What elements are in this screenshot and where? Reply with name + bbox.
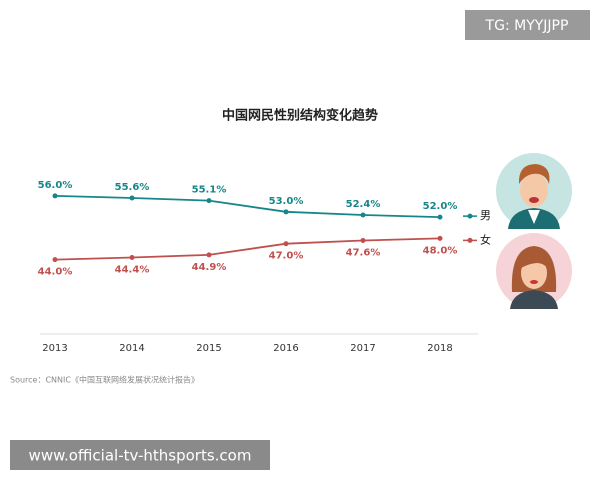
x-tick-label: 2016 bbox=[273, 343, 298, 354]
data-point bbox=[206, 252, 212, 258]
chart-title: 中国网民性别结构变化趋势 bbox=[222, 108, 378, 124]
x-tick-label: 2015 bbox=[196, 343, 221, 354]
data-label: 47.0% bbox=[269, 251, 304, 262]
watermark: TG: MYYJJPP bbox=[485, 18, 569, 34]
data-label: 48.0% bbox=[423, 245, 458, 256]
data-point bbox=[206, 198, 212, 204]
male-avatar bbox=[496, 153, 572, 229]
data-label: 47.6% bbox=[346, 248, 381, 259]
data-point bbox=[360, 212, 366, 218]
data-label: 44.9% bbox=[192, 262, 227, 273]
source: Source：CNNIC《中国互联网络发展状况统计报告》 bbox=[10, 375, 199, 385]
data-point bbox=[52, 257, 58, 263]
data-point bbox=[129, 195, 135, 201]
x-tick-label: 2017 bbox=[350, 343, 375, 354]
data-label: 53.0% bbox=[269, 196, 304, 207]
legend-marker bbox=[467, 213, 473, 219]
banner: www.official-tv-hthsports.com bbox=[29, 447, 252, 465]
data-point bbox=[283, 241, 289, 247]
data-point bbox=[360, 238, 366, 243]
data-label: 56.0% bbox=[38, 180, 73, 191]
data-label: 55.6% bbox=[115, 182, 150, 193]
female-avatar bbox=[496, 233, 572, 309]
legend-label: 女 bbox=[480, 232, 491, 246]
data-point bbox=[129, 255, 135, 260]
series-line bbox=[54, 194, 441, 219]
data-label: 55.1% bbox=[192, 185, 227, 196]
legend-marker bbox=[467, 237, 473, 243]
legend-label: 男 bbox=[480, 209, 491, 222]
watermark-box bbox=[465, 10, 590, 40]
data-label: 52.0% bbox=[423, 201, 458, 212]
data-label: 44.0% bbox=[38, 267, 73, 278]
data-point bbox=[437, 214, 443, 220]
x-tick-label: 2014 bbox=[119, 343, 144, 354]
series-line bbox=[54, 237, 441, 261]
data-point bbox=[437, 235, 443, 241]
banner-box bbox=[10, 440, 270, 470]
data-point bbox=[283, 209, 289, 215]
data-label: 52.4% bbox=[346, 199, 381, 210]
x-tick-label: 2013 bbox=[42, 343, 67, 354]
data-point bbox=[52, 193, 58, 199]
x-tick-label: 2018 bbox=[427, 343, 452, 354]
data-label: 44.4% bbox=[115, 265, 150, 276]
